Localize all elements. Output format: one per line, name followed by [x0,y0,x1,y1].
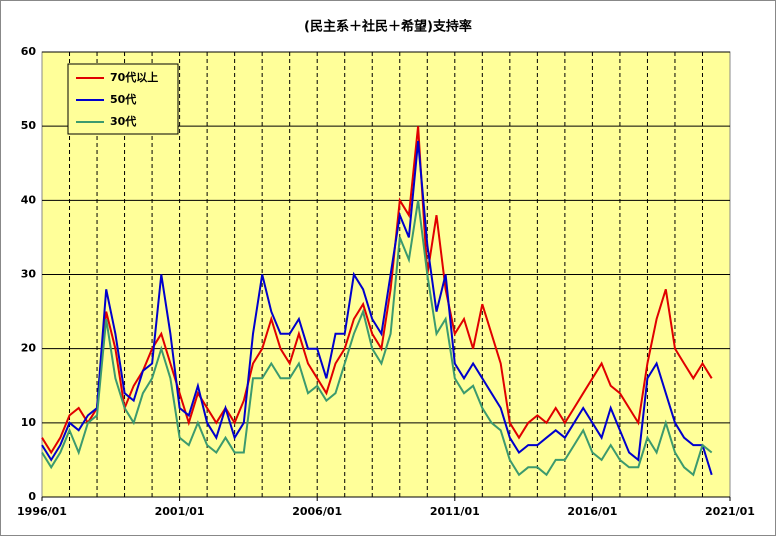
y-tick-label: 20 [21,342,37,355]
x-tick-label: 2016/01 [567,505,617,518]
y-tick-label: 0 [28,490,36,503]
y-tick-label: 10 [21,416,37,429]
series-line [41,200,713,477]
x-tick-label: 1996/01 [17,505,67,518]
x-tick-label: 2006/01 [292,505,342,518]
y-tick-label: 50 [21,119,37,132]
lines [41,126,713,477]
legend-label: 50代 [110,92,136,106]
legend-label: 30代 [110,114,136,128]
y-tick-label: 30 [21,268,37,281]
x-tick-label: 2001/01 [155,505,205,518]
legend-label: 70代以上 [110,70,158,84]
y-tick-label: 40 [21,193,37,206]
x-tick-label: 2011/01 [430,505,480,518]
y-tick-label: 60 [21,45,37,58]
series-line [41,140,713,476]
chart-title: (民主系＋社民＋希望)支持率 [304,19,472,35]
x-tick-label: 2021/01 [705,505,755,518]
